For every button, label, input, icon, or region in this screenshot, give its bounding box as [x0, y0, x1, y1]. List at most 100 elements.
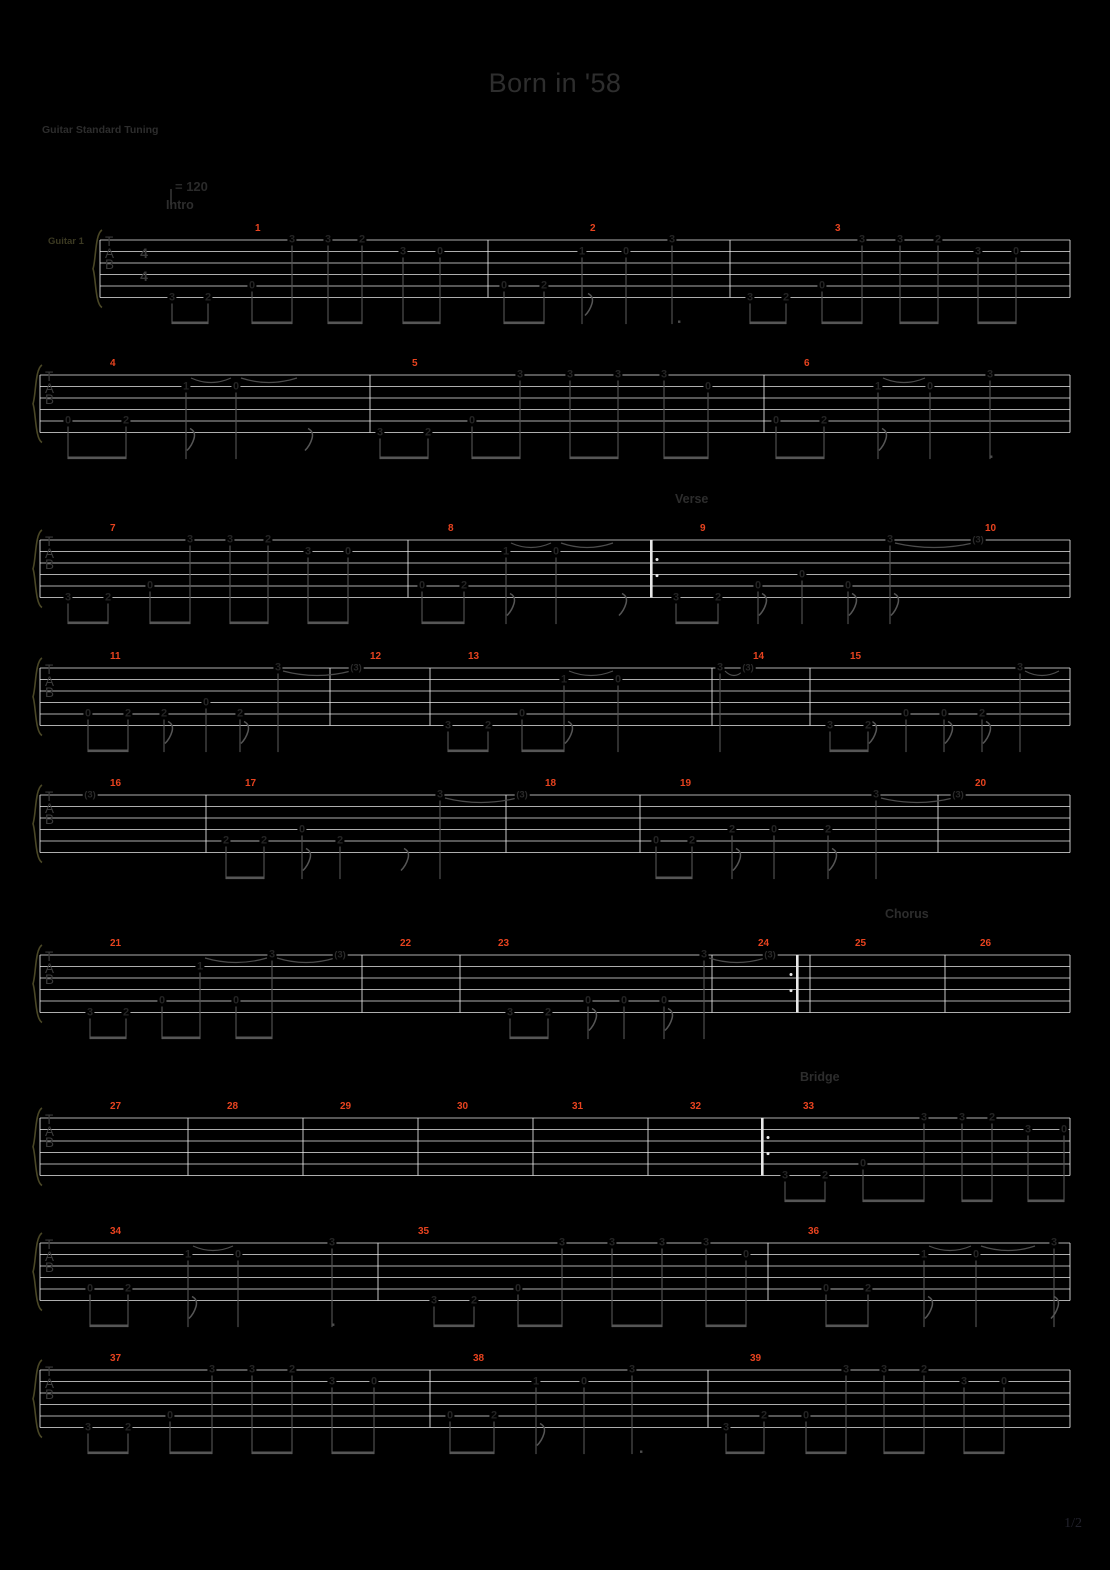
fret-number: 0	[858, 1157, 868, 1170]
tie-slur	[192, 1245, 234, 1252]
fret-number: 3	[825, 719, 835, 731]
tab-clef-letter: B	[45, 557, 55, 573]
tab-clef-letter: A	[45, 1375, 55, 1391]
measure-number: 8	[448, 523, 454, 534]
fret-number: 0	[703, 380, 713, 392]
fret-number: 3	[657, 1236, 667, 1249]
fret-number: 0	[583, 994, 593, 1007]
fret-number: 2	[727, 823, 737, 835]
fret-number: (3)	[970, 534, 986, 546]
fret-number: 0	[817, 279, 827, 292]
tab-clef-letter: T	[45, 949, 54, 964]
fret-number: 0	[925, 380, 935, 392]
fret-number: 0	[145, 579, 155, 592]
measure-number: 21	[110, 938, 122, 949]
measure-number: 34	[110, 1226, 122, 1237]
fret-number: 3	[885, 533, 895, 546]
measure-number: 26	[980, 938, 992, 949]
fret-number: 1	[919, 1248, 929, 1260]
tie-slur	[240, 377, 298, 384]
rest-dot	[332, 1323, 335, 1326]
beam	[806, 1451, 846, 1455]
fret-number: 3	[303, 545, 313, 557]
tie-slur	[568, 670, 614, 677]
fret-number: 0	[621, 245, 631, 257]
measure-number: 6	[804, 358, 810, 369]
fret-number: 0	[659, 994, 669, 1007]
fret-number: (3)	[762, 949, 778, 961]
staff-graphics	[92, 229, 1071, 325]
fret-number: 2	[357, 233, 367, 246]
measure-number: 15	[850, 651, 862, 662]
fret-number: 0	[901, 707, 911, 720]
beam	[664, 456, 708, 460]
system-brace	[32, 1107, 43, 1187]
fret-number: 0	[201, 696, 211, 708]
fret-number: 3	[607, 1236, 617, 1249]
fret-number: 0	[769, 823, 779, 835]
tuning-label: Guitar Standard Tuning	[42, 124, 159, 136]
fret-number: 3	[327, 1236, 337, 1249]
beam	[226, 876, 264, 880]
beam	[172, 321, 208, 325]
fret-number: 3	[985, 368, 995, 381]
tie-slur	[204, 957, 268, 964]
tab-system: Verse 7 8 9 10 T A B 3 2 0 3 3 2 3 0 0 2 1 0 3 2 0 0 0 3 (3)	[32, 492, 1071, 658]
beam	[332, 1451, 374, 1455]
fret-number: 1	[559, 673, 569, 685]
measure-number: 35	[418, 1226, 430, 1237]
measure-number: 27	[110, 1101, 122, 1112]
tab-system: 16 17 18 19 20 T A B (3) 2 2 0 2 3 (3) 0 2 2 0 2 3 (3)	[32, 778, 1071, 913]
system-brace	[32, 1232, 43, 1312]
fret-number: 3	[515, 368, 525, 381]
beam	[978, 321, 1016, 325]
tie-slur	[980, 1245, 1036, 1252]
fret-number: 3	[1015, 661, 1025, 674]
eighth-rest-icon	[1050, 1295, 1060, 1320]
fret-number: 3	[627, 1363, 637, 1376]
fret-number: 0	[157, 994, 167, 1007]
fret-number: 3	[83, 1421, 93, 1433]
measure-number: 14	[753, 651, 765, 662]
tie-slur	[190, 377, 232, 384]
beam	[252, 1451, 292, 1455]
eighth-rest-icon	[878, 427, 888, 452]
measure-number: 11	[110, 651, 121, 662]
measure-number: 24	[758, 938, 770, 949]
eighth-rest-icon	[828, 847, 838, 872]
fret-number: 3	[225, 533, 235, 546]
fret-number: 0	[619, 994, 629, 1007]
measure-number: 3	[835, 223, 841, 234]
fret-number: 0	[369, 1375, 379, 1387]
fret-number: 2	[713, 591, 723, 603]
fret-number: 3	[557, 1236, 567, 1249]
fret-number: 2	[781, 291, 791, 303]
eighth-rest-icon	[890, 592, 900, 617]
fret-number: 2	[123, 707, 133, 720]
fret-number: 2	[263, 533, 273, 546]
fret-number: 2	[469, 1294, 479, 1306]
fret-number: 3	[327, 1375, 337, 1387]
tie-slur	[444, 797, 518, 804]
tie-slur	[882, 377, 926, 384]
eighth-rest-icon	[732, 847, 742, 872]
fret-number: 3	[871, 788, 881, 801]
fret-number: 2	[459, 579, 469, 592]
repeat-barline	[789, 955, 799, 1013]
beam	[308, 621, 348, 625]
tempo-marking: = 120	[168, 179, 208, 205]
system-brace	[92, 229, 103, 309]
measure-number: 23	[498, 938, 510, 949]
fret-number: 3	[745, 291, 755, 303]
fret-number: 3	[323, 233, 333, 246]
measure-number: 12	[370, 651, 382, 662]
eighth-rest-icon	[618, 592, 628, 617]
fret-number: 0	[165, 1409, 175, 1422]
measure-number: 20	[975, 778, 987, 789]
eighth-rest-icon	[304, 427, 314, 452]
fret-number: 3	[287, 233, 297, 246]
page-number: 1/2	[1064, 1516, 1082, 1531]
